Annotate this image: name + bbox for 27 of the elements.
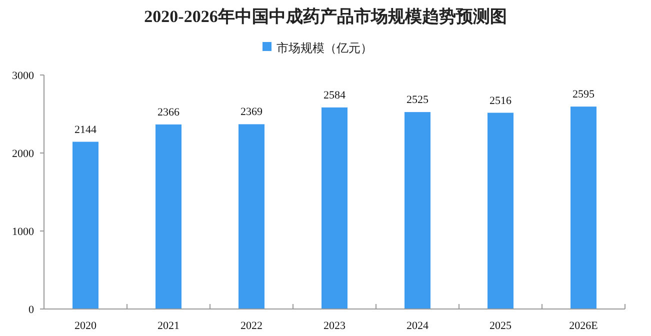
x-tick-label: 2024 (406, 320, 429, 332)
x-tick-label: 2026E (569, 320, 598, 332)
bar (404, 112, 430, 309)
data-label: 2369 (240, 106, 263, 118)
x-tick-label: 2023 (324, 320, 346, 332)
bar (72, 142, 98, 309)
x-tick-label: 2025 (490, 320, 512, 332)
bar (322, 107, 348, 309)
bar (570, 106, 596, 309)
y-tick-label: 1000 (12, 226, 34, 238)
y-tick-label: 2000 (12, 148, 34, 160)
data-label: 2516 (490, 94, 512, 107)
data-label: 2525 (406, 94, 429, 106)
data-label: 2366 (158, 106, 180, 118)
bar (156, 124, 182, 309)
x-tick-label: 2021 (158, 320, 180, 332)
x-tick-label: 2020 (74, 320, 97, 332)
bar (488, 112, 514, 309)
x-tick-label: 2022 (240, 320, 262, 332)
legend-label: 市场规模（亿元） (276, 41, 372, 55)
data-label: 2584 (324, 89, 346, 102)
y-tick-label: 0 (28, 304, 34, 316)
data-label: 2144 (74, 124, 97, 136)
data-label: 2595 (572, 88, 595, 101)
y-tick-label: 3000 (12, 70, 34, 82)
bar (238, 124, 264, 309)
chart-title: 2020-2026年中国中成药产品市场规模趋势预测图 (144, 7, 507, 26)
